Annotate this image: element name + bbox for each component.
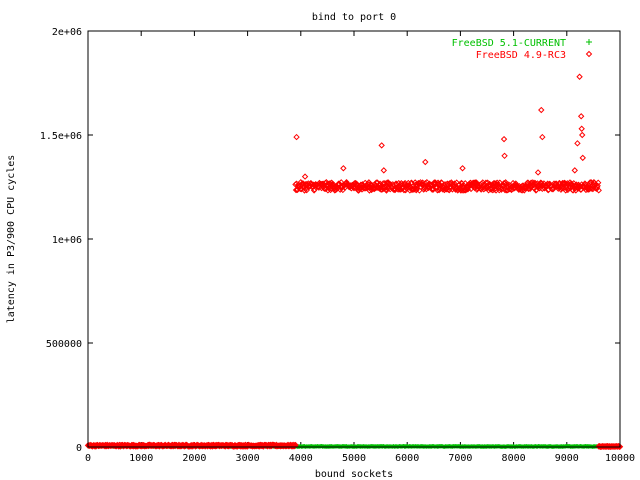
data-point [301,173,309,180]
data-point [378,142,385,149]
data-point [459,165,466,172]
data-point [534,169,542,176]
data-point [500,135,508,143]
legend-marker [585,50,593,58]
data-point [594,179,602,186]
legend-label: FreeBSD 4.9-RC3 [476,50,566,61]
data-point [393,181,400,188]
y-tick-label: 1e+06 [52,235,82,246]
data-point [489,181,496,188]
data-point [311,186,318,193]
data-point [577,113,585,120]
y-tick-label: 0 [76,443,82,454]
data-point [512,180,519,187]
x-tick-label: 6000 [395,453,419,464]
data-point [332,186,340,193]
data-point [293,133,300,141]
data-point [434,187,441,194]
data-point [578,125,585,132]
x-tick-label: 10000 [605,453,635,464]
x-tick-label: 8000 [502,453,526,464]
y-tick-label: 1.5e+06 [40,131,82,142]
y-axis-label: latency in P3/900 CPU cycles [6,155,17,324]
x-tick-label: 0 [85,453,91,464]
chart-title: bind to port 0 [312,12,396,23]
x-tick-label: 3000 [236,453,260,464]
x-tick-label: 2000 [182,453,206,464]
data-point [568,180,575,187]
data-point [422,158,429,166]
x-tick-label: 9000 [555,453,579,464]
data-point [576,73,583,80]
axis-ticks: 0 1000 2000 3000 4000 5000 6000 7000 8000 9000 100… [40,27,635,464]
data-point [595,187,602,194]
data-point [579,154,586,162]
data-point [471,179,478,186]
x-axis-label: bound sockets [315,469,393,480]
x-tick-label: 1000 [129,453,153,464]
data-point [501,152,508,160]
data-point [343,179,350,186]
data-point [539,133,546,141]
x-tick-label: 7000 [448,453,472,464]
y-tick-label: 2e+06 [52,27,82,38]
x-tick-label: 4000 [289,453,313,464]
legend-marker [586,39,592,45]
data-point [451,180,458,187]
data-point [340,165,347,172]
plot-frame [87,30,621,448]
data-point [301,187,308,194]
data-point [579,131,586,139]
data-point [456,181,463,188]
data-point [574,140,581,147]
data-point [502,179,509,186]
data-point [482,179,490,186]
data-point [380,167,387,174]
data-point [616,443,624,450]
data-point [538,106,545,114]
y-tick-label: 500000 [46,339,82,350]
legend-label: FreeBSD 5.1-CURRENT [452,38,566,49]
data-point [364,180,372,188]
data-point [493,179,501,186]
data-point [488,184,495,192]
data-point [571,167,578,174]
x-tick-label: 5000 [342,453,366,464]
data-point [399,180,407,188]
